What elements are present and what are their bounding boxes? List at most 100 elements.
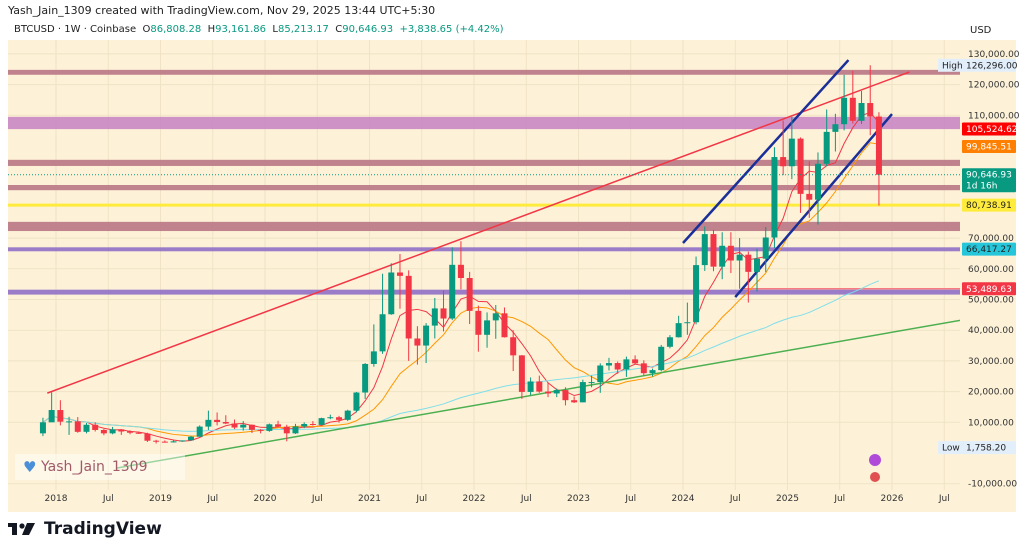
candle-body [571,400,578,403]
candle-body [292,426,299,434]
chart-credit: Yash_Jain_1309 created with TradingView.… [8,4,436,17]
price-tag: 53,489.63 [966,285,1012,295]
candle-body [205,419,212,427]
close-value: 90,646.93 [342,24,394,35]
candle-body [875,116,882,175]
candle-body [48,410,55,423]
candle-body [449,264,456,319]
close-label: C [335,24,343,35]
candle-body [762,237,769,259]
ohlc-legend: BTCUSD · 1W · Coinbase O86,808.28 H93,16… [14,24,504,35]
x-tick-label: Jul [206,494,218,504]
candle-body [170,441,177,443]
plot-area [8,40,960,490]
trend-line [734,113,893,298]
candle-body [475,310,482,335]
candle-body [66,421,73,423]
price-tag-bg [962,168,1016,193]
candle-body [83,424,90,432]
candle-body [457,264,464,279]
price-tag-label: Low [942,444,960,454]
candle-body [301,423,308,427]
x-tick-label: 2018 [45,494,68,504]
x-tick-label: Jul [415,494,427,504]
x-tick-label: Jul [833,494,845,504]
candle-body [658,346,665,371]
candle-body [161,441,168,443]
candle-body [414,338,421,346]
currency-selector[interactable]: USD [964,22,1016,40]
candle-body [597,365,604,383]
candle-body [100,429,107,434]
x-tick-label: 2025 [776,494,799,504]
price-tag: 66,417.27 [966,245,1012,255]
candle-body [736,254,743,261]
candle-body [545,391,552,394]
candle-body [832,124,839,132]
y-tick-label: 30,000.00 [968,357,1014,367]
trend-line [682,59,850,244]
plot-background [8,40,1016,512]
candle-body [196,426,203,437]
price-tag: 80,738.91 [966,201,1012,211]
candle-body [806,193,813,200]
tradingview-logo[interactable]: TradingView [8,519,162,539]
candle-body [754,258,761,272]
candle-body [814,163,821,200]
y-tick-label: 130,000.00 [968,50,1020,60]
support-resistance-zone [8,159,960,166]
change-value: +3,838.65 (+4.42%) [399,24,504,35]
x-tick-label: 2022 [463,494,486,504]
candle-body [518,355,525,392]
candle-body [823,131,830,164]
candle-body [231,423,238,428]
candle-body [719,245,726,267]
candle-body [153,440,160,442]
candle-body [214,419,221,422]
candle-body [693,265,700,323]
candle-body [675,323,682,338]
symbol-label[interactable]: BTCUSD · 1W · Coinbase [14,24,137,35]
candle-body [466,278,473,311]
x-tick-label: 2026 [881,494,904,504]
price-tag-label-bg [938,441,964,455]
price-tag-bg [962,242,1016,256]
candle-body [771,157,778,238]
candle-body [780,157,787,167]
open-value: 86,808.28 [150,24,202,35]
candle-body [666,337,673,347]
y-tick-label: 120,000.00 [968,81,1020,91]
candle-body [649,370,656,374]
x-tick-label: Jul [729,494,741,504]
x-tick-label: 2019 [149,494,172,504]
candle-body [536,381,543,392]
moving-average-line [42,142,880,437]
candle-body [362,363,369,393]
price-tag-bg [962,441,1016,455]
x-tick-label: 2024 [672,494,695,504]
moving-average-line [42,280,880,432]
candle-body [336,417,343,420]
candle-body [579,382,586,403]
candle-body [187,436,194,441]
trend-line [47,71,910,394]
support-resistance-zone [8,221,960,232]
candle-body [379,314,386,352]
candle-body [588,382,595,384]
candle-body [440,308,447,319]
candle-body [684,322,691,324]
candle-body [501,313,508,338]
candle-body [74,421,81,432]
price-tag-label-bg [938,58,964,72]
y-tick-label: 20,000.00 [968,388,1014,398]
candle-body [727,245,734,261]
candle-body [405,275,412,339]
y-tick-label: -10,000.00 [968,480,1017,490]
x-tick-label: Jul [311,494,323,504]
support-resistance-zone [8,184,960,191]
price-tag: 1,758.20 [966,444,1006,454]
x-tick-label: Jul [520,494,532,504]
candle-body [510,337,517,356]
low-label: L [272,24,278,35]
